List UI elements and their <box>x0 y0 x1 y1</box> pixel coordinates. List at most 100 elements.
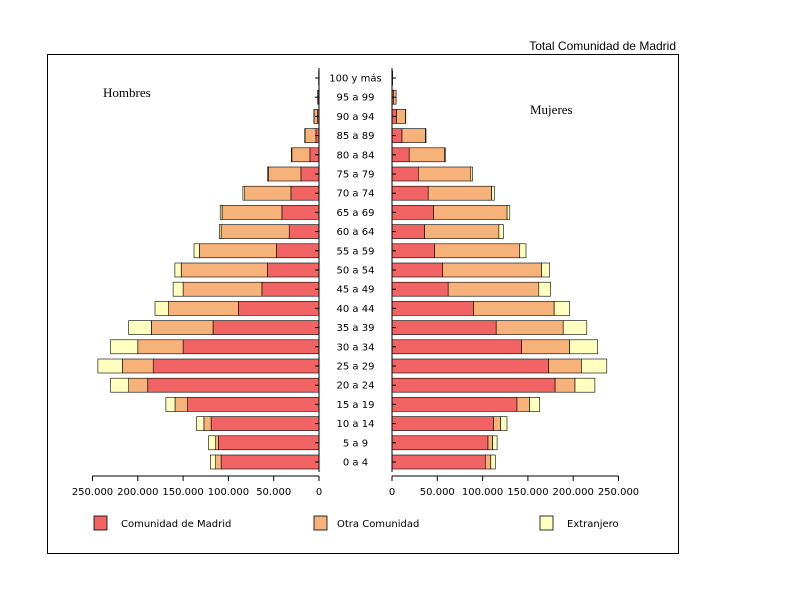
bar-mujeres-1-13 <box>391 224 425 239</box>
legend-label-3: Extranjero <box>567 519 619 530</box>
bar-mujeres-2-6 <box>548 358 582 374</box>
bar-mujeres-2-3 <box>493 416 501 431</box>
bar-hombres-1-4 <box>187 397 320 412</box>
bar-hombres-3-13 <box>219 224 222 239</box>
age-group-label: 40 a 44 <box>337 304 375 315</box>
bar-hombres-1-9 <box>238 301 320 316</box>
age-group-label: 90 a 94 <box>337 112 375 123</box>
bar-mujeres-2-2 <box>487 435 493 451</box>
bar-mujeres-1-11 <box>391 262 444 278</box>
bar-mujeres-3-4 <box>529 397 541 412</box>
x-tick-label-left: 200.000 <box>117 487 158 498</box>
bar-mujeres-2-1 <box>484 454 491 470</box>
bar-hombres-2-11 <box>181 262 268 278</box>
bar-hombres-1-14 <box>281 205 320 220</box>
age-group-label: 80 a 84 <box>337 150 375 161</box>
mujeres-bars <box>391 70 608 470</box>
bar-mujeres-3-7 <box>569 339 598 355</box>
bar-hombres-2-12 <box>199 243 277 259</box>
bar-hombres-3-17 <box>291 147 293 163</box>
bar-hombres-2-4 <box>174 397 188 412</box>
bar-mujeres-1-12 <box>391 243 435 259</box>
bar-hombres-3-6 <box>97 358 123 374</box>
bar-mujeres-2-15 <box>427 185 492 201</box>
bar-mujeres-1-15 <box>391 185 429 201</box>
age-group-label: 25 a 29 <box>337 362 375 373</box>
bar-hombres-3-14 <box>219 205 223 220</box>
bar-hombres-2-13 <box>220 224 290 239</box>
bar-hombres-2-18 <box>304 128 317 143</box>
legend-swatch-1 <box>93 515 108 531</box>
bar-hombres-1-1 <box>220 454 320 470</box>
bar-mujeres-2-11 <box>442 262 542 278</box>
bar-mujeres-3-15 <box>491 185 495 201</box>
bar-hombres-1-15 <box>290 185 320 201</box>
bar-mujeres-3-1 <box>490 454 496 470</box>
bar-hombres-2-2 <box>215 435 219 451</box>
bar-mujeres-2-9 <box>473 301 555 316</box>
bar-mujeres-1-4 <box>391 397 518 412</box>
bar-hombres-3-3 <box>196 416 205 431</box>
age-group-label: 75 a 79 <box>337 170 375 181</box>
bar-hombres-1-3 <box>210 416 320 431</box>
age-group-label: 95 a 99 <box>337 93 375 104</box>
bar-hombres-1-2 <box>218 435 320 451</box>
hombres-label: Hombres <box>103 85 151 100</box>
bar-hombres-3-15 <box>242 185 245 201</box>
bar-hombres-2-16 <box>267 166 302 182</box>
bar-mujeres-3-5 <box>574 377 596 393</box>
legend: Comunidad de Madrid Otra Comunidad Extranj… <box>93 515 619 531</box>
bar-hombres-2-6 <box>122 358 154 374</box>
legend-label-2: Otra Comunidad <box>337 519 419 530</box>
bar-hombres-2-7 <box>137 339 184 355</box>
bar-mujeres-1-6 <box>391 358 549 374</box>
bar-mujeres-1-7 <box>391 339 522 355</box>
age-group-label: 0 a 4 <box>343 458 368 469</box>
bar-hombres-3-4 <box>165 397 176 412</box>
age-group-label: 35 a 39 <box>337 323 375 334</box>
bar-hombres-1-6 <box>152 358 320 374</box>
age-group-label: 60 a 64 <box>337 227 375 238</box>
bar-hombres-3-2 <box>208 435 216 451</box>
age-group-label: 85 a 89 <box>337 131 375 142</box>
bar-mujeres-2-14 <box>433 205 508 220</box>
bar-mujeres-3-9 <box>553 301 570 316</box>
bar-mujeres-2-10 <box>447 281 540 297</box>
age-group-label: 70 a 74 <box>337 189 375 200</box>
bar-mujeres-1-1 <box>391 454 486 470</box>
age-group-label: 30 a 34 <box>337 342 375 353</box>
plot-frame <box>47 54 679 554</box>
x-tick-label-right: 50.000 <box>420 487 455 498</box>
age-group-label: 55 a 59 <box>337 246 375 257</box>
bar-hombres-2-14 <box>221 205 283 220</box>
bar-mujeres-2-4 <box>516 397 530 412</box>
bar-mujeres-3-10 <box>538 281 551 297</box>
x-tick-label-right: 250.000 <box>598 487 639 498</box>
bar-hombres-3-8 <box>128 320 152 335</box>
bar-hombres-2-15 <box>244 185 292 201</box>
bar-mujeres-2-13 <box>424 224 500 239</box>
bar-hombres-2-10 <box>182 281 263 297</box>
age-group-labels: 0 a 4 5 a 9 10 a 14 15 a 19 20 a 24 25 a 29 30… <box>315 68 396 472</box>
bar-hombres-2-1 <box>215 454 222 470</box>
bar-hombres-3-5 <box>110 377 129 393</box>
bar-hombres-3-12 <box>193 243 200 259</box>
chart-title: Total Comunidad de Madrid <box>529 39 676 53</box>
bar-mujeres-2-5 <box>554 377 576 393</box>
bar-mujeres-2-17 <box>408 147 445 163</box>
legend-swatch-3 <box>539 515 554 531</box>
bar-hombres-2-3 <box>203 416 212 431</box>
x-tick-label-left: 100.000 <box>208 487 249 498</box>
bar-mujeres-1-14 <box>391 205 435 220</box>
bar-mujeres-3-6 <box>581 358 608 374</box>
x-tick-label-left: 250.000 <box>72 487 113 498</box>
age-group-label: 100 y más <box>329 73 381 85</box>
bar-mujeres-2-12 <box>434 243 521 259</box>
bar-hombres-3-16 <box>267 166 269 182</box>
bar-mujeres-1-8 <box>391 320 497 335</box>
hombres-x-axis: 250.000 200.000 150.000 100.000 50.000 0 <box>72 475 322 498</box>
bar-hombres-1-10 <box>261 281 320 297</box>
bar-mujeres-1-10 <box>391 281 449 297</box>
bar-mujeres-3-11 <box>541 262 550 278</box>
age-group-label: 10 a 14 <box>337 419 375 430</box>
